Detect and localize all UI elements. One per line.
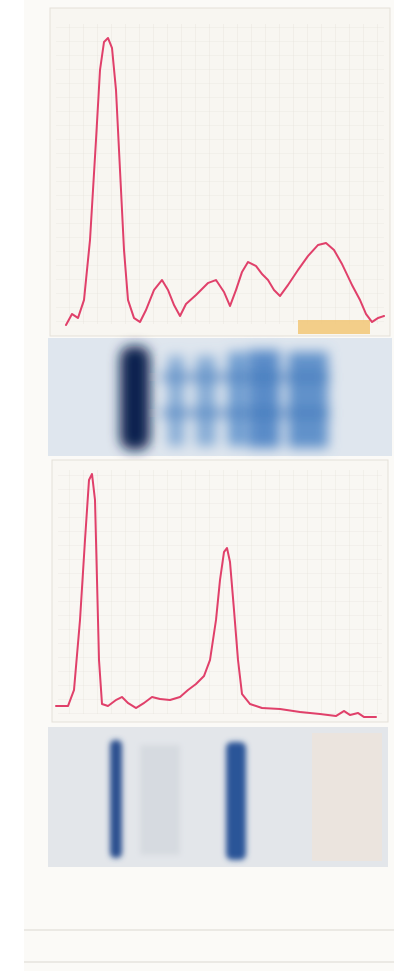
grid <box>56 24 384 324</box>
page <box>0 0 417 971</box>
tape <box>298 320 370 334</box>
scan <box>0 0 417 971</box>
gel-stain <box>312 733 382 861</box>
grid <box>58 470 382 714</box>
gel-strip <box>48 338 392 456</box>
